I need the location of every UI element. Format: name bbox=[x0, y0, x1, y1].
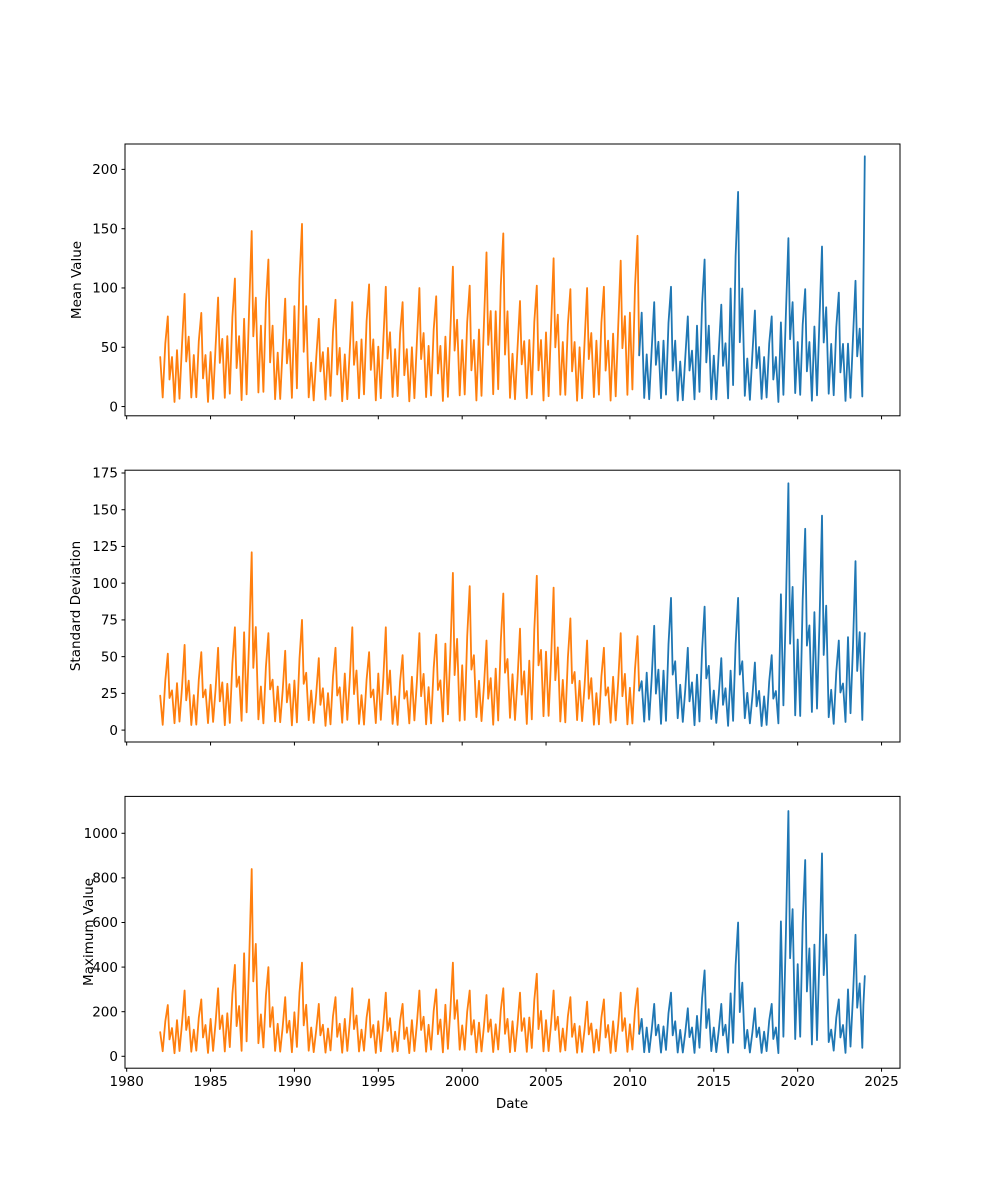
subplot-frame-mean-value bbox=[124, 143, 901, 417]
ytick-label-maximum-value: 200 bbox=[92, 1004, 118, 1020]
ytick-label-mean-value: 0 bbox=[109, 399, 118, 415]
ytick-label-mean-value: 150 bbox=[92, 221, 118, 237]
series-historical-maximum-value bbox=[159, 868, 641, 1055]
subplot-frame-maximum-value bbox=[124, 795, 901, 1069]
ytick-label-standard-deviation: 125 bbox=[92, 539, 118, 555]
ytick-label-maximum-value: 0 bbox=[109, 1049, 118, 1065]
ytick-label-standard-deviation: 175 bbox=[92, 466, 118, 482]
ylabel-maximum-value: Maximum Value bbox=[81, 878, 97, 986]
xtick-label-date: 2020 bbox=[780, 1074, 814, 1090]
series-historical-standard-deviation bbox=[159, 551, 641, 727]
ytick-label-standard-deviation: 150 bbox=[92, 502, 118, 518]
ytick-label-standard-deviation: 0 bbox=[109, 723, 118, 739]
ytick-label-maximum-value: 400 bbox=[92, 960, 118, 976]
xtick-label-date: 1995 bbox=[361, 1074, 395, 1090]
ytick-label-maximum-value: 600 bbox=[92, 915, 118, 931]
series-historical-mean-value bbox=[159, 222, 641, 403]
xtick-label-date: 2010 bbox=[613, 1074, 647, 1090]
series-recent-mean-value bbox=[638, 155, 866, 403]
subplot-frame-standard-deviation bbox=[124, 469, 901, 743]
xtick-label-date: 2000 bbox=[445, 1074, 479, 1090]
xtick-label-date: 1990 bbox=[277, 1074, 311, 1090]
xtick-label-date: 2015 bbox=[697, 1074, 731, 1090]
ytick-label-maximum-value: 1000 bbox=[84, 826, 118, 842]
ytick-label-standard-deviation: 75 bbox=[101, 613, 118, 629]
ytick-label-mean-value: 100 bbox=[92, 281, 118, 297]
series-recent-maximum-value bbox=[638, 810, 866, 1054]
ytick-label-standard-deviation: 100 bbox=[92, 576, 118, 592]
ylabel-mean-value: Mean Value bbox=[69, 240, 85, 320]
ytick-label-mean-value: 200 bbox=[92, 162, 118, 178]
series-recent-standard-deviation bbox=[638, 482, 866, 727]
xtick-label-date: 2025 bbox=[864, 1074, 898, 1090]
ytick-label-standard-deviation: 25 bbox=[101, 686, 118, 702]
ytick-label-standard-deviation: 50 bbox=[101, 649, 118, 665]
xtick-label-date: 2005 bbox=[529, 1074, 563, 1090]
xtick-label-date: 1980 bbox=[109, 1074, 143, 1090]
xlabel-date: Date bbox=[495, 1096, 529, 1112]
xtick-label-date: 1985 bbox=[193, 1074, 227, 1090]
ytick-label-mean-value: 50 bbox=[101, 340, 118, 356]
ylabel-standard-deviation: Standard Deviation bbox=[68, 540, 84, 672]
ytick-label-maximum-value: 800 bbox=[92, 871, 118, 887]
